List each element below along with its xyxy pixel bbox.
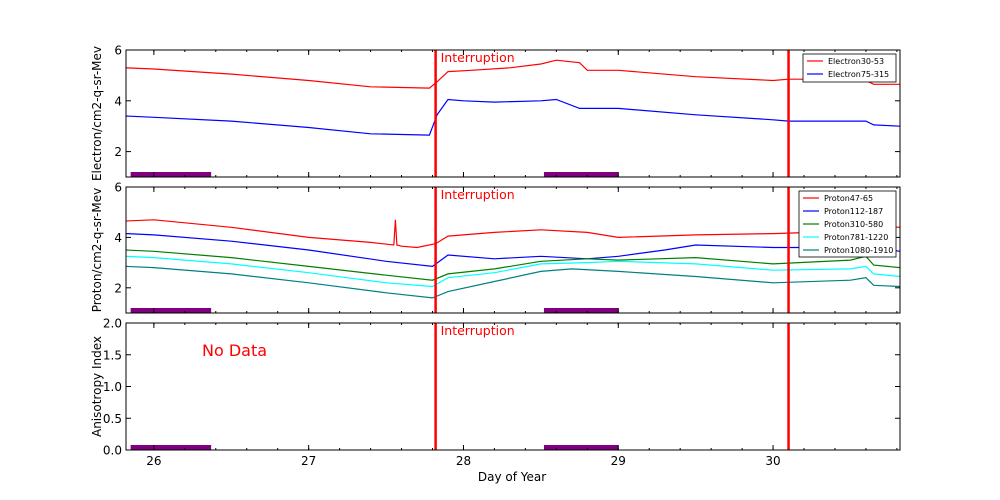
series-line-Proton1080-1910 xyxy=(126,265,900,299)
legend-label: Proton1080-1910 xyxy=(824,246,893,255)
legend: Proton47-65 Proton112-187 Proton310-580 Pro… xyxy=(798,190,897,258)
x-tick-label: 27 xyxy=(301,454,316,468)
y-tick-label: 2 xyxy=(114,281,122,295)
data-gap-bar xyxy=(543,445,619,450)
series-line-Proton47-65 xyxy=(126,219,900,249)
y-axis-label: Electron/cm2-q-sr-Mev xyxy=(90,46,104,181)
data-gap-bar xyxy=(543,172,619,177)
y-axis-label: Anisotropy Index xyxy=(90,336,104,437)
series-line-Proton781-1220 xyxy=(126,255,900,288)
no-data-annotation: No Data xyxy=(202,341,267,360)
panel-electron: Interruption xyxy=(126,50,900,177)
legend-box xyxy=(802,53,897,83)
series-line-Proton112-187 xyxy=(126,233,900,268)
legend-label: Electron75-315 xyxy=(828,70,889,79)
panel-frame xyxy=(125,49,901,178)
legend-label: Proton47-65 xyxy=(824,194,873,203)
x-tick-label: 28 xyxy=(456,454,471,468)
legend-label: Proton781-1220 xyxy=(824,233,888,242)
y-tick-label: 1.0 xyxy=(103,380,122,394)
data-gap-bar xyxy=(130,172,212,177)
interruption-label: Interruption xyxy=(441,323,515,338)
y-tick-label: 4 xyxy=(114,94,122,108)
series-line-Electron75-315 xyxy=(126,98,900,136)
y-tick-label: 0.5 xyxy=(103,412,122,426)
x-tick-label: 30 xyxy=(765,454,780,468)
y-tick-label: 6 xyxy=(114,44,122,58)
panel-proton: Interruption xyxy=(126,187,900,313)
panel-anisotropy: Interruption xyxy=(130,323,790,450)
legend-label: Electron30-53 xyxy=(828,57,884,66)
legend-label: Proton310-580 xyxy=(824,220,883,229)
series-line-Proton310-580 xyxy=(126,249,900,281)
y-axis-label: Proton/cm2-q-sr-Mev xyxy=(90,188,104,313)
data-gap-bar xyxy=(130,308,212,313)
legend: Electron30-53 Electron75-315 xyxy=(802,53,897,83)
interruption-label: Interruption xyxy=(441,50,515,65)
legend-label: Proton112-187 xyxy=(824,207,883,216)
data-gap-bar xyxy=(130,445,212,450)
data-gap-bar xyxy=(543,308,619,313)
panel-frame xyxy=(125,186,901,314)
y-tick-label: 6 xyxy=(114,181,122,195)
y-tick-label: 2.0 xyxy=(103,317,122,331)
data-layer: Interruption Interruption Interruption xyxy=(126,50,900,450)
x-tick-label: 29 xyxy=(611,454,626,468)
y-tick-label: 2 xyxy=(114,145,122,159)
x-axis-label: Day of Year xyxy=(478,470,546,484)
y-tick-label: 1.5 xyxy=(103,348,122,362)
interruption-label: Interruption xyxy=(441,187,515,202)
y-tick-label: 0.0 xyxy=(103,444,122,458)
y-tick-label: 4 xyxy=(114,231,122,245)
x-tick-label: 26 xyxy=(146,454,161,468)
